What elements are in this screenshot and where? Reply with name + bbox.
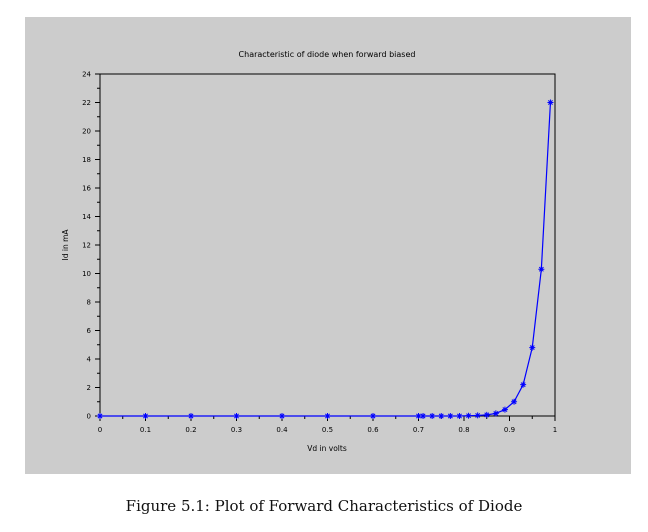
data-point-marker [547,99,554,106]
y-tick-label: 4 [87,356,92,364]
x-axis-label: Vd in volts [307,444,347,453]
data-point-marker [501,406,508,413]
y-axis-label: Id in mA [61,229,70,261]
data-point-marker [415,413,422,419]
data-point-marker [142,413,149,419]
x-tick-label: 0.8 [458,426,469,434]
data-point-marker [233,413,240,419]
y-tick-label: 20 [82,128,91,136]
data-point-marker [474,412,481,419]
data-point-marker [447,413,454,419]
x-tick-label: 0.4 [276,426,288,434]
x-tick-label: 0.7 [413,426,424,434]
data-point-marker [456,413,463,419]
data-point-marker [465,412,472,419]
x-tick-label: 0.5 [322,426,333,434]
data-point-marker [279,413,285,419]
data-point-marker [492,410,499,417]
data-point-marker [520,381,527,388]
y-tick-label: 10 [82,270,91,278]
figure-caption: Figure 5.1: Plot of Forward Characterist… [125,497,523,515]
data-point-marker [370,413,376,419]
data-point-marker [188,413,194,419]
x-tick-label: 0.6 [367,426,379,434]
y-tick-label: 8 [87,299,91,307]
x-tick-label: 0.1 [140,426,151,434]
x-tick-label: 0.2 [185,426,196,434]
y-tick-label: 0 [87,413,91,421]
series-line [100,102,552,417]
y-tick-label: 6 [87,327,92,335]
data-point-marker [538,266,545,273]
y-tick-label: 22 [82,99,91,107]
data-point-marker [529,344,536,351]
data-point-marker [324,413,331,419]
data-point-marker [97,413,103,419]
data-point-marker [420,413,427,419]
y-tick-label: 24 [82,71,91,79]
y-tick-label: 12 [82,242,91,250]
figure-panel: Characteristic of diode when forward bia… [25,17,631,474]
series-markers [97,99,554,419]
data-point-marker [429,413,436,419]
plot-area [99,73,556,417]
data-point-marker [511,398,518,405]
x-tick-label: 0 [98,426,102,434]
y-tick-label: 2 [87,384,91,392]
y-tick-label: 16 [82,185,91,193]
data-point-marker [483,411,490,418]
x-tick-label: 1 [553,426,557,434]
x-tick-label: 0.3 [231,426,242,434]
y-tick-label: 14 [82,213,91,221]
y-tick-label: 18 [82,156,91,164]
x-tick-label: 0.9 [504,426,515,434]
data-point-marker [438,413,445,419]
chart: Characteristic of diode when forward bia… [61,50,557,453]
chart-title: Characteristic of diode when forward bia… [239,50,416,59]
